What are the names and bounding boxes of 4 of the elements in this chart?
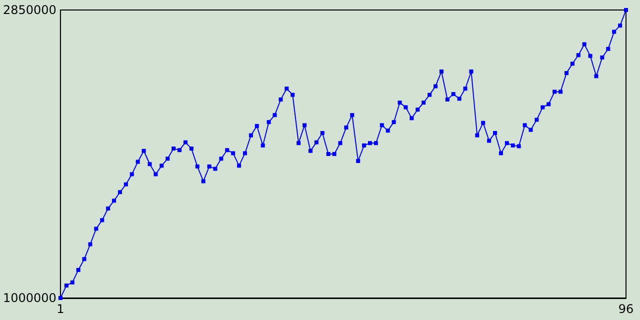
y-tick-label: 1000000 (2, 291, 56, 305)
y-tick-label: 2850000 (2, 3, 56, 17)
x-tick-label: 96 (618, 302, 634, 316)
x-tick-label: 1 (56, 302, 64, 316)
